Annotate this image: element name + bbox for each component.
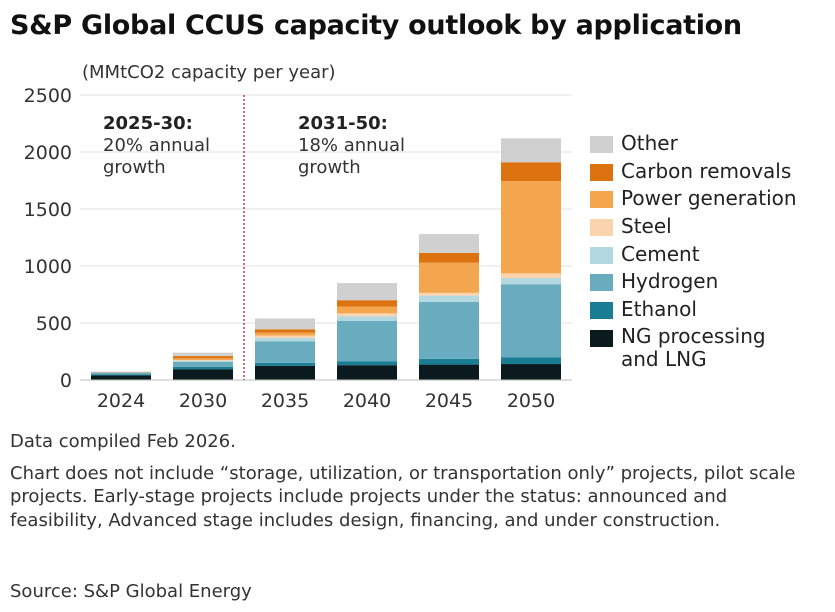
bar-segment [501,162,561,182]
bar-segment [337,365,397,380]
annotation-2025-30-heading: 2025-30: [103,113,193,134]
disclaimer-note: Chart does not include “storage, utiliza… [10,462,796,531]
y-tick-label: 2000 [24,142,72,164]
x-tick-label: 2040 [343,390,391,412]
bar-segment [501,357,561,365]
legend-label: Power generation [621,186,797,211]
bar-segment [501,364,561,380]
y-tick-label: 0 [60,370,72,392]
annotation-2025-30-line-2: growth [103,157,166,178]
bar-segment [255,318,315,330]
bar-segment [173,366,233,370]
bar-segment [419,262,479,293]
legend-swatch [590,329,613,347]
bar-segment [501,138,561,163]
x-tick-label: 2050 [507,390,555,412]
legend-swatch [590,136,613,153]
annotation-2025-30-line-1: 20% annual [103,135,211,156]
bar-segment [337,320,397,362]
annotation-2031-50-heading: 2031-50: [298,113,388,134]
bar-segment [337,313,397,317]
bar-segment [91,374,151,376]
stacked-bar-chart: 0 500 1000 1500 2000 2500 2024 2030 2035 2040 2045… [24,85,572,412]
legend-swatch [590,246,613,264]
legend-swatch [590,191,613,209]
bar-segment [419,234,479,253]
bar-segment [255,337,315,342]
x-tick-label: 2035 [261,390,309,412]
legend-label: Other [621,131,678,155]
annotation-2031-50-line-2: growth [298,157,361,178]
bar-segment [419,358,479,365]
bar-segment [173,369,233,380]
annotation-2025-30: 2025-30: 20% annual growth [103,113,210,179]
bar-segment [173,360,233,362]
bar-segment [501,181,561,274]
legend-swatch [590,219,613,237]
bar-segment [173,361,233,367]
y-axis-label: (MMtCO2 capacity per year) [82,62,336,83]
bar-segment [255,341,315,363]
chart-notes: Data compiled Feb 2026. Chart does not i… [10,430,825,540]
legend-swatch [590,163,613,181]
annotation-2031-50: 2031-50: 18% annual growth [298,113,405,179]
bar-segment [255,362,315,366]
y-tick-label: 500 [36,313,72,335]
bar-segment [173,356,233,359]
bar-segment [501,277,561,285]
bar-segment [337,361,397,366]
bar-segment [419,292,479,296]
legend-swatch [590,274,613,292]
bar-segment [91,375,151,380]
y-tick-label: 1500 [24,199,72,221]
legend-label: Cement [621,241,700,266]
bar-segment [419,252,479,263]
bar-segment [91,372,151,375]
source-note: Source: S&P Global Energy [10,581,252,602]
bar-segment [419,364,479,380]
legend-label: Hydrogen [621,269,719,294]
x-tick-label: 2030 [179,390,227,412]
chart-title: S&P Global CCUS capacity outlook by appl… [10,10,742,41]
bar-segment [337,300,397,307]
x-tick-label: 2045 [425,390,473,412]
bar-segment [255,329,315,333]
y-tick-label: 1000 [24,256,72,278]
bar-segment [337,283,397,301]
bar-segment [337,316,397,321]
legend-label: NG processing and LNG [621,323,766,371]
x-tick-label: 2024 [97,390,145,412]
compiled-note: Data compiled Feb 2026. [10,431,236,452]
bar-segment [173,352,233,357]
bar-segment [419,301,479,359]
bar-segment [337,306,397,314]
bar-segment [501,284,561,358]
legend-label: Ethanol [621,297,697,322]
bar-segment [173,360,233,361]
annotation-2031-50-line-1: 18% annual [298,135,406,156]
bar-segment [173,358,233,361]
bar-segment [501,273,561,278]
bar-segment [419,295,479,302]
bar-segment [255,365,315,380]
legend-swatch [590,302,613,320]
bar-segment [255,335,315,338]
y-tick-label: 2500 [24,85,72,107]
legend-label: Steel [621,214,672,239]
legend-label: Carbon removals [621,158,792,183]
bar-segment [255,332,315,336]
